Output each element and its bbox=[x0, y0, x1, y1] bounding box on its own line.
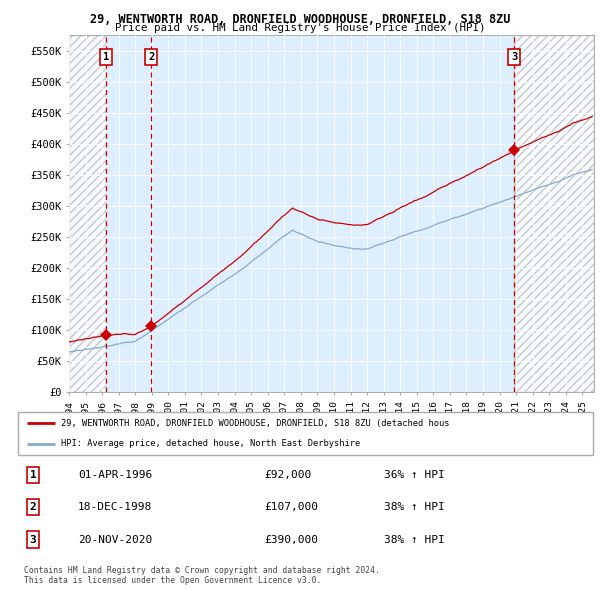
Text: 20-NOV-2020: 20-NOV-2020 bbox=[78, 535, 152, 545]
Bar bbox=[69, 35, 106, 392]
Text: 38% ↑ HPI: 38% ↑ HPI bbox=[384, 502, 445, 512]
Bar bbox=[106, 35, 151, 392]
Text: 01-APR-1996: 01-APR-1996 bbox=[78, 470, 152, 480]
Text: 1: 1 bbox=[29, 470, 37, 480]
Text: 2: 2 bbox=[148, 52, 154, 62]
Text: 3: 3 bbox=[511, 52, 517, 62]
Text: £92,000: £92,000 bbox=[264, 470, 311, 480]
Text: 38% ↑ HPI: 38% ↑ HPI bbox=[384, 535, 445, 545]
Text: 29, WENTWORTH ROAD, DRONFIELD WOODHOUSE, DRONFIELD, S18 8ZU: 29, WENTWORTH ROAD, DRONFIELD WOODHOUSE,… bbox=[90, 13, 510, 26]
Text: 3: 3 bbox=[29, 535, 37, 545]
Text: HPI: Average price, detached house, North East Derbyshire: HPI: Average price, detached house, Nort… bbox=[61, 439, 361, 448]
Text: Price paid vs. HM Land Registry's House Price Index (HPI): Price paid vs. HM Land Registry's House … bbox=[115, 23, 485, 33]
Text: 1: 1 bbox=[103, 52, 109, 62]
Text: £390,000: £390,000 bbox=[264, 535, 318, 545]
Text: 18-DEC-1998: 18-DEC-1998 bbox=[78, 502, 152, 512]
Text: £107,000: £107,000 bbox=[264, 502, 318, 512]
FancyBboxPatch shape bbox=[18, 412, 593, 454]
Text: Contains HM Land Registry data © Crown copyright and database right 2024.
This d: Contains HM Land Registry data © Crown c… bbox=[24, 566, 380, 585]
Text: 36% ↑ HPI: 36% ↑ HPI bbox=[384, 470, 445, 480]
Bar bbox=[514, 35, 594, 392]
Text: 29, WENTWORTH ROAD, DRONFIELD WOODHOUSE, DRONFIELD, S18 8ZU (detached hous: 29, WENTWORTH ROAD, DRONFIELD WOODHOUSE,… bbox=[61, 419, 450, 428]
Text: 2: 2 bbox=[29, 502, 37, 512]
